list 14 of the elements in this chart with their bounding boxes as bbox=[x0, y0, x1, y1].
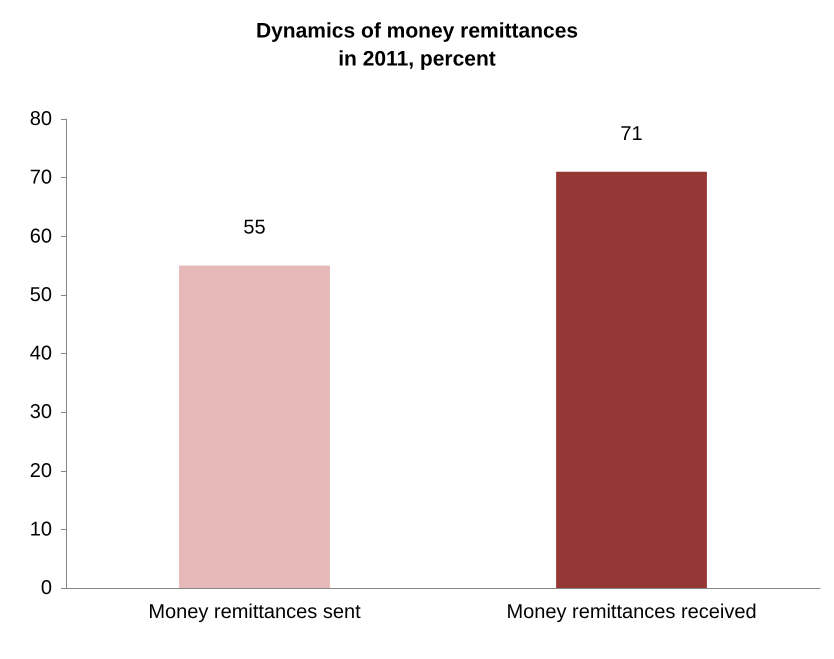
y-tick-label: 0 bbox=[40, 577, 52, 599]
data-label: 71 bbox=[620, 122, 643, 145]
x-tick-label: Money remittances sent bbox=[148, 601, 362, 623]
y-tick-label: 10 bbox=[30, 518, 52, 540]
x-tick-label: Money remittances received bbox=[506, 601, 757, 623]
y-tick-label: 80 bbox=[30, 108, 52, 130]
y-tick-label: 60 bbox=[30, 225, 52, 248]
y-tick-label: 40 bbox=[30, 342, 52, 364]
y-tick-label: 50 bbox=[30, 284, 52, 306]
y-tick-label: 70 bbox=[30, 166, 52, 189]
y-tick-label: 20 bbox=[30, 460, 52, 482]
chart-title: Dynamics of money remittances in 2011, percent bbox=[256, 20, 578, 70]
y-tick-label: 30 bbox=[30, 401, 52, 424]
data-label: 55 bbox=[243, 216, 266, 239]
